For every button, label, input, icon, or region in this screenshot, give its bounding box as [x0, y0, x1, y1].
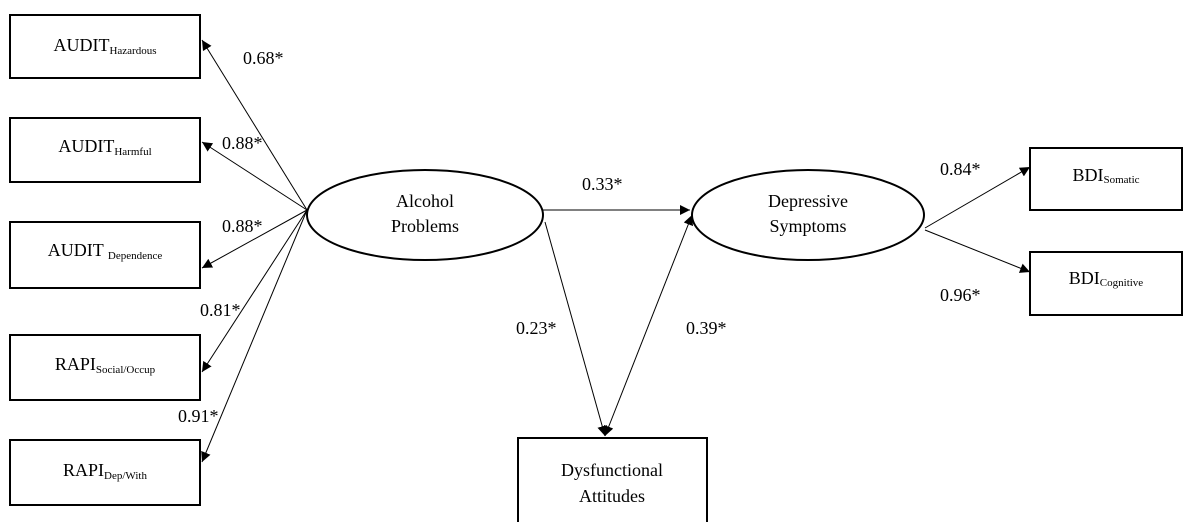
arrow: [201, 39, 308, 211]
subscript: Social/Occup: [96, 364, 156, 376]
node-label: AUDITHazardous: [53, 35, 156, 56]
subscript: Cognitive: [1100, 277, 1144, 289]
box: [1029, 251, 1183, 316]
subscript: Hazardous: [109, 45, 156, 57]
node-label: Symptoms: [769, 216, 846, 236]
node-label: Depressive: [768, 191, 848, 211]
edge-label: 0.33*: [582, 174, 623, 194]
node-label: BDISomatic: [1072, 165, 1139, 185]
subscript: Dependence: [108, 250, 162, 262]
node-label: RAPISocial/Occup: [55, 354, 156, 375]
label: BDI: [1072, 165, 1103, 185]
label: AUDIT: [48, 240, 104, 260]
node-label: Attitudes: [579, 486, 645, 506]
edge-label: 0.88*: [222, 216, 263, 236]
nodes: AUDITHazardous AUDITHarmful AUDIT Depend…: [9, 14, 1183, 522]
node-label: Dysfunctional: [561, 460, 663, 480]
box: [1029, 147, 1183, 211]
edge-label: 0.39*: [686, 318, 727, 338]
box: [9, 14, 201, 79]
arrow: [544, 221, 608, 437]
arrow: [201, 209, 308, 269]
arrow: [924, 229, 1031, 273]
box: [517, 437, 708, 522]
label: AUDIT: [53, 35, 109, 55]
label: BDI: [1069, 268, 1100, 288]
node-label: RAPIDep/With: [63, 460, 147, 481]
ellipse: [306, 169, 544, 261]
edge-label: 0.88*: [222, 133, 263, 153]
subscript: Dep/With: [104, 470, 147, 482]
node-label: Alcohol: [396, 191, 454, 211]
box: [9, 221, 201, 289]
edge-label: 0.23*: [516, 318, 557, 338]
node-label: AUDIT Dependence: [48, 240, 163, 261]
subscript: Harmful: [114, 146, 151, 158]
edges: [201, 39, 1031, 463]
arrow: [201, 141, 308, 211]
label: RAPI: [63, 460, 104, 480]
arrow: [201, 209, 308, 463]
edge-label: 0.84*: [940, 159, 981, 179]
subscript: Somatic: [1103, 174, 1139, 186]
edge-label: 0.68*: [243, 48, 284, 68]
box: [9, 117, 201, 183]
node-label: AUDITHarmful: [58, 136, 151, 157]
box: [9, 439, 201, 506]
edge-label: 0.81*: [200, 300, 241, 320]
edge-label: 0.91*: [178, 406, 219, 426]
arrow: [924, 166, 1031, 229]
label: RAPI: [55, 354, 96, 374]
arrow: [201, 209, 308, 373]
label: AUDIT: [58, 136, 114, 156]
ellipse: [691, 169, 925, 261]
edge-labels: 0.68* 0.88* 0.88* 0.81* 0.91* 0.33* 0.23…: [178, 48, 981, 426]
node-label: Problems: [391, 216, 459, 236]
node-label: BDICognitive: [1069, 268, 1144, 288]
edge-label: 0.96*: [940, 285, 981, 305]
arrow: [604, 214, 693, 437]
box: [9, 334, 201, 401]
